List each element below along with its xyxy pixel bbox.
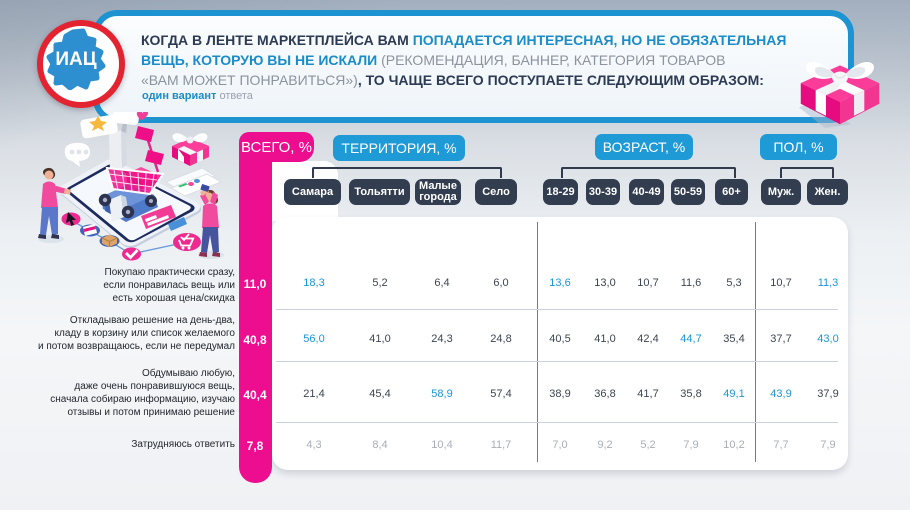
svg-text:ИАЦ: ИАЦ bbox=[55, 49, 96, 70]
